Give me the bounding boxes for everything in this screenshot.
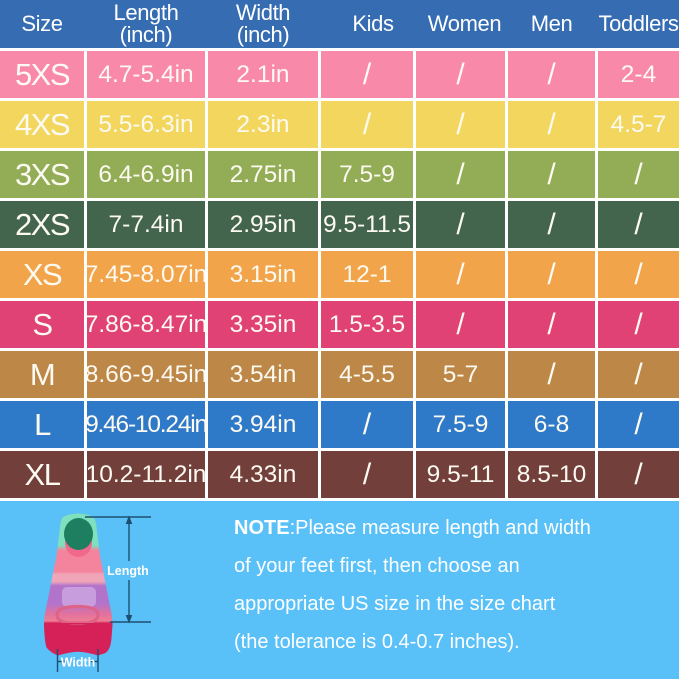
svg-text:Length: Length	[107, 564, 149, 578]
svg-text:Width: Width	[61, 656, 96, 670]
